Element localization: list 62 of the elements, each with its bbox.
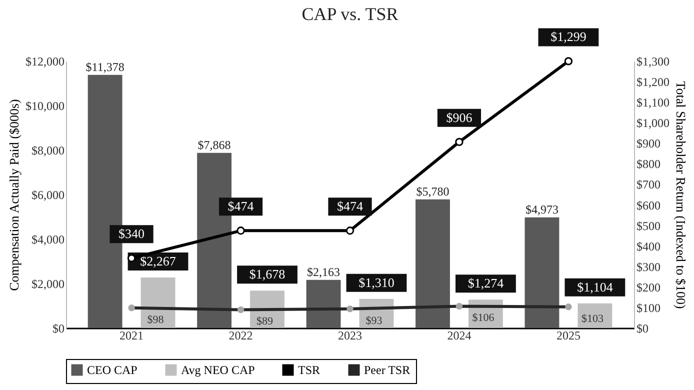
legend-label: CEO CAP — [87, 363, 138, 377]
y2-tick-label: $500 — [636, 218, 660, 233]
y2-tick-label: $700 — [636, 178, 660, 192]
bar — [416, 199, 450, 328]
y2-tick-label: $900 — [636, 136, 660, 151]
data-label: $5,780 — [416, 184, 450, 198]
data-label: $1,274 — [468, 276, 504, 291]
point — [127, 254, 136, 262]
data-label: $1,678 — [249, 266, 286, 282]
x-tick-label: 2023 — [338, 328, 362, 342]
y-tick-label: $0 — [52, 322, 64, 336]
x-tick-label: 2022 — [228, 328, 253, 342]
bar — [578, 303, 612, 328]
y2-tick-label: $1,300 — [636, 54, 670, 68]
data-label: $1,310 — [358, 274, 394, 290]
point — [236, 226, 245, 235]
y-tick-label: $4,000 — [32, 232, 64, 246]
data-label: $474 — [337, 198, 364, 214]
data-label: $2,267 — [140, 254, 176, 269]
chart-title: CAP vs. TSR — [302, 4, 398, 24]
y2-tick-label: $400 — [636, 239, 660, 254]
data-label: $7,868 — [198, 138, 231, 152]
y-tick-label: $12,000 — [26, 54, 64, 68]
y2-tick-label: $1,100 — [636, 96, 670, 110]
y-tick-label: $8,000 — [32, 144, 64, 158]
y2-tick-label: $200 — [636, 280, 660, 294]
data-label: $106 — [472, 312, 495, 324]
point — [564, 57, 573, 66]
x-tick-label: 2025 — [556, 328, 580, 342]
y2-tick-label: $800 — [636, 157, 660, 172]
y2-axis-title: Total Shareholder Return (Indexed to $100) — [674, 81, 688, 309]
data-label: $906 — [446, 110, 473, 125]
data-label: $103 — [581, 312, 604, 325]
data-label: $1,299 — [550, 29, 586, 44]
bar — [306, 280, 341, 328]
data-label: $89 — [256, 316, 274, 328]
legend-label: Peer TSR — [364, 363, 410, 377]
legend-label: Avg NEO CAP — [181, 363, 256, 377]
x-tick-label: 2024 — [447, 328, 472, 342]
y2-tick-label: $100 — [636, 300, 660, 315]
y2-tick-label: $600 — [636, 198, 660, 212]
y2-tick-label: $0 — [636, 322, 648, 336]
data-label: $1,104 — [577, 279, 614, 294]
data-label: $340 — [118, 226, 145, 242]
y2-tick-label: $1,200 — [636, 75, 670, 90]
y-tick-label: $2,000 — [32, 277, 64, 291]
data-label: $11,378 — [86, 60, 124, 74]
data-label: $474 — [228, 198, 254, 214]
y-tick-label: $10,000 — [26, 99, 64, 113]
y-axis-title: Compensation Actually Paid ($000s) — [6, 99, 22, 291]
y-tick-label: $6,000 — [32, 188, 64, 202]
y2-tick-label: $300 — [636, 260, 660, 274]
y2-tick-label: $1,000 — [636, 116, 670, 130]
point — [455, 138, 464, 146]
data-label: $93 — [366, 314, 383, 327]
data-label: $4,973 — [525, 202, 558, 216]
data-label: $2,163 — [307, 264, 340, 279]
point — [346, 226, 354, 235]
bar — [524, 217, 560, 328]
data-label: $98 — [147, 314, 164, 326]
legend-label: TSR — [298, 363, 320, 377]
x-tick-label: 2021 — [120, 328, 144, 342]
